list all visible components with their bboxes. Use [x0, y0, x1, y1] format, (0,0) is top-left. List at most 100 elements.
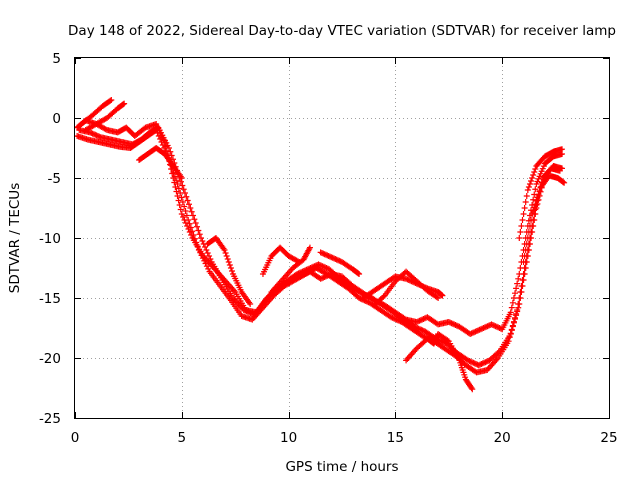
data-point-interp: [157, 136, 164, 142]
data-point: [356, 271, 363, 277]
data-point-interp: [530, 172, 537, 178]
data-point: [559, 146, 566, 153]
data-point-interp: [107, 97, 114, 104]
data-point-interp: [198, 252, 205, 259]
data-point-interp: [171, 173, 178, 180]
data-point-interp: [468, 385, 475, 391]
data-point-interp: [517, 229, 524, 235]
y-tick-label: 0: [52, 111, 61, 127]
data-point-interp: [518, 223, 525, 229]
data-point-interp: [177, 178, 184, 185]
data-point-interp: [207, 256, 214, 262]
series-track-5: [82, 100, 128, 133]
data-point-interp: [168, 152, 175, 159]
y-tick-label: -20: [39, 351, 61, 367]
y-tick-label: -5: [48, 171, 61, 187]
series-track-10: [317, 249, 363, 277]
data-point-interp: [514, 308, 521, 315]
y-axis-label: SDTVAR / TECUs: [7, 183, 23, 293]
data-point-interp: [531, 204, 538, 211]
data-point: [529, 211, 536, 217]
chart-title: Day 148 of 2022, Sidereal Day-to-day VTE…: [68, 23, 616, 39]
data-point: [178, 175, 185, 181]
data-point: [516, 301, 523, 307]
data-point-interp: [531, 169, 538, 175]
data-point-interp: [175, 185, 182, 192]
data-point-interp: [521, 205, 528, 211]
data-point-interp: [188, 208, 195, 215]
data-point-interp: [519, 283, 526, 289]
data-point-interp: [522, 247, 529, 253]
data-point: [121, 100, 128, 107]
data-point-interp: [173, 177, 180, 184]
data-point-interp: [518, 289, 525, 295]
data-point-interp: [495, 349, 502, 355]
data-point-interp: [520, 211, 527, 217]
data-point-interp: [179, 182, 186, 189]
data-point-interp: [524, 235, 531, 241]
data-point-interp: [510, 295, 517, 301]
data-point-interp: [529, 175, 536, 181]
data-point-interp: [204, 250, 211, 256]
data-point-interp: [186, 201, 193, 208]
data-point-interp: [526, 223, 533, 229]
data-point-interp: [513, 285, 520, 292]
data-point-interp: [177, 206, 184, 213]
data-point-interp: [228, 268, 235, 274]
data-point-interp: [178, 194, 185, 201]
data-point-interp: [525, 229, 532, 235]
data-point-interp: [380, 293, 387, 300]
data-point-interp: [222, 250, 229, 256]
data-point: [507, 309, 514, 316]
data-point: [507, 331, 514, 337]
series-track-1: [74, 117, 566, 337]
x-tick-label: 5: [178, 430, 187, 446]
series-track-12: [371, 268, 442, 309]
data-point-interp: [206, 253, 213, 259]
data-point-interp: [189, 228, 196, 235]
data-point-interp: [532, 186, 539, 193]
data-point: [108, 97, 115, 103]
data-point-interp: [194, 223, 201, 230]
data-point: [174, 181, 181, 187]
x-tick-label: 20: [494, 430, 511, 446]
data-point-interp: [519, 217, 526, 223]
data-point-interp: [515, 275, 522, 282]
data-point-interp: [532, 166, 539, 172]
data-point-interp: [180, 186, 187, 193]
data-point-interp: [181, 203, 188, 210]
data-point: [165, 145, 172, 151]
data-point-interp: [199, 238, 206, 244]
data-point-interp: [224, 256, 231, 262]
data-point-interp: [521, 253, 528, 259]
data-point-interp: [190, 232, 197, 238]
data-point-interp: [193, 239, 200, 246]
data-point: [516, 235, 523, 241]
data-point-interp: [183, 212, 190, 219]
series-track-4: [78, 97, 115, 127]
data-point-interp: [202, 260, 209, 267]
y-tick-label: -10: [39, 231, 61, 247]
data-point-interp: [521, 271, 528, 277]
data-point-interp: [174, 193, 181, 199]
data-point-interp: [196, 231, 203, 238]
data-point-interp: [195, 227, 202, 234]
x-tick-label: 25: [600, 430, 617, 446]
data-point-interp: [179, 199, 186, 205]
data-point-interp: [532, 201, 539, 208]
series-track-14: [516, 146, 566, 241]
data-point-interp: [523, 241, 530, 247]
data-point-interp: [186, 220, 193, 227]
series-track-9: [268, 244, 313, 295]
data-point: [469, 386, 476, 393]
data-point-interp: [199, 255, 206, 262]
data-point-interp: [528, 217, 535, 223]
data-point: [178, 211, 185, 217]
data-point-interp: [515, 304, 522, 311]
y-tick-label: -25: [39, 411, 61, 427]
tick-labels: 0 5 10 15 20 25 5 0 -5 -10 -15 -20 -25: [39, 51, 618, 446]
series-track-2: [74, 127, 563, 376]
data-point: [520, 259, 527, 265]
data-point-interp: [534, 194, 541, 201]
data-point-interp: [520, 277, 527, 283]
